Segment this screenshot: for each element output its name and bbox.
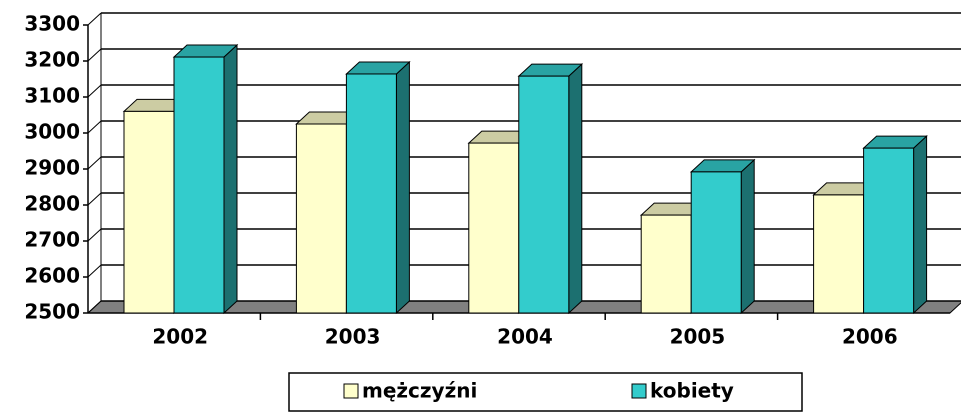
y-tick-label: 3300 xyxy=(24,12,80,36)
y-tick-label: 2900 xyxy=(24,156,80,180)
y-tick-label: 3000 xyxy=(24,120,80,144)
grid-depth xyxy=(87,264,102,278)
legend-box xyxy=(288,372,803,412)
legend-swatch xyxy=(343,383,359,399)
y-tick-label: 3200 xyxy=(24,48,80,72)
x-tick-label: 2005 xyxy=(670,325,726,349)
bar xyxy=(813,194,865,314)
bar xyxy=(295,123,347,314)
x-tick-label: 2006 xyxy=(842,325,898,349)
grid-depth xyxy=(87,12,102,26)
legend-label: kobiety xyxy=(650,379,734,403)
y-tick-label: 2700 xyxy=(24,228,80,252)
bar-side xyxy=(395,60,410,315)
grid-depth xyxy=(87,84,102,98)
bar xyxy=(123,110,175,314)
bar-side xyxy=(913,134,928,315)
y-tick-label: 2800 xyxy=(24,192,80,216)
grid-depth xyxy=(87,48,102,62)
grid-depth xyxy=(87,120,102,134)
y-tick-label: 3100 xyxy=(24,84,80,108)
y-tick-label: 2500 xyxy=(24,300,80,324)
bar xyxy=(518,75,570,314)
legend-label: mężczyźni xyxy=(362,379,477,403)
bar xyxy=(173,56,225,314)
grid-depth xyxy=(87,156,102,170)
x-tick-label: 2002 xyxy=(152,325,208,349)
grid-depth xyxy=(87,228,102,242)
bar xyxy=(345,73,397,314)
bar xyxy=(468,142,520,314)
bar-side xyxy=(740,158,755,315)
x-tick-label: 2004 xyxy=(497,325,553,349)
bar-side xyxy=(568,62,583,315)
x-tick-label: 2003 xyxy=(325,325,381,349)
bar-side xyxy=(223,43,238,315)
grid-depth xyxy=(87,192,102,206)
y-tick-label: 2600 xyxy=(24,264,80,288)
grid-depth xyxy=(87,300,102,314)
bar xyxy=(863,147,915,314)
bar xyxy=(690,171,742,314)
bar xyxy=(640,214,692,314)
legend-swatch xyxy=(631,383,647,399)
